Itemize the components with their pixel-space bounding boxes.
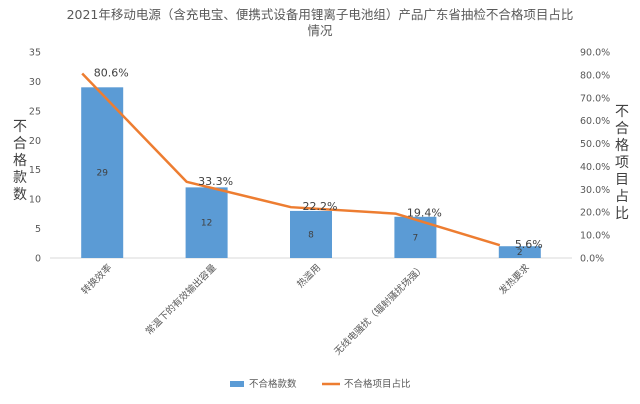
bar-value-label: 7 (413, 233, 419, 243)
line-path (81, 72, 501, 247)
right-tick-label: 50.0% (580, 139, 610, 150)
left-tick-label: 30 (29, 77, 41, 88)
line-series (81, 72, 501, 247)
bar-series (81, 87, 541, 258)
left-tick-label: 35 (29, 48, 41, 59)
bar-value-label: 8 (308, 230, 314, 240)
right-tick-label: 90.0% (580, 48, 610, 59)
left-axis-title: 不合格款数 (13, 119, 27, 203)
bar (290, 210, 332, 258)
right-tick-label: 60.0% (580, 116, 610, 127)
left-tick-label: 20 (29, 136, 41, 147)
bar-value-label: 12 (201, 219, 212, 229)
right-tick-label: 10.0% (580, 231, 610, 242)
line-value-label: 80.6% (94, 67, 129, 80)
right-axis-title-text: 不合格项目占比 (615, 104, 629, 222)
chart-title-line2: 情况 (307, 23, 333, 38)
bar-data-labels: 29 12 8 7 2 (96, 169, 522, 258)
category-label: 转换效率 (79, 261, 115, 297)
left-axis-title-text: 不合格款数 (13, 119, 27, 203)
line-data-labels: 80.6% 33.3% 22.2% 19.4% 5.6% (94, 67, 543, 252)
category-label: 发热要求 (497, 261, 533, 297)
right-tick-label: 80.0% (580, 70, 610, 81)
category-label: 无线电骚扰（辐射骚扰场强） (332, 262, 428, 358)
bar (498, 246, 541, 258)
category-labels: 转换效率 常温下的有效输出容量 热滥用 无线电骚扰（辐射骚扰场强） 发热要求 (79, 261, 532, 357)
left-tick-label: 5 (35, 224, 41, 235)
right-tick-label: 40.0% (580, 162, 610, 173)
bar-value-label: 29 (96, 169, 108, 179)
right-tick-label: 0.0% (580, 254, 604, 265)
category-label: 常温下的有效输出容量 (143, 261, 219, 337)
left-tick-label: 10 (29, 195, 41, 206)
bar (185, 187, 228, 258)
left-tick-label: 15 (29, 165, 41, 176)
legend-line-label: 不合格项目占比 (344, 378, 411, 390)
category-label: 热滥用 (294, 262, 323, 291)
legend-bar-label: 不合格款数 (249, 378, 297, 390)
left-tick-label: 25 (29, 106, 41, 117)
chart-title: 2021年移动电源（含充电宝、便携式设备用锂离子电池组）产品广东省抽检不合格项目… (67, 7, 574, 22)
right-axis-title: 不合格项目占比 (615, 104, 629, 222)
left-axis-ticks: 0 5 10 15 20 25 30 35 (29, 48, 41, 265)
left-tick-label: 0 (35, 254, 41, 265)
line-value-label: 5.6% (515, 238, 543, 251)
line-value-label: 19.4% (407, 207, 442, 220)
right-tick-label: 30.0% (580, 185, 610, 196)
line-value-label: 33.3% (198, 175, 233, 188)
bar-value-label: 2 (517, 248, 523, 258)
right-tick-label: 70.0% (580, 93, 610, 104)
legend: 不合格款数 不合格项目占比 (230, 378, 411, 390)
right-axis-ticks: 0.0% 10.0% 20.0% 30.0% 40.0% 50.0% 60.0% 70.0% 8… (580, 48, 610, 265)
line-value-label: 22.2% (303, 200, 338, 213)
right-tick-label: 20.0% (580, 208, 610, 219)
bar (81, 87, 124, 258)
legend-bar-swatch (230, 381, 244, 387)
